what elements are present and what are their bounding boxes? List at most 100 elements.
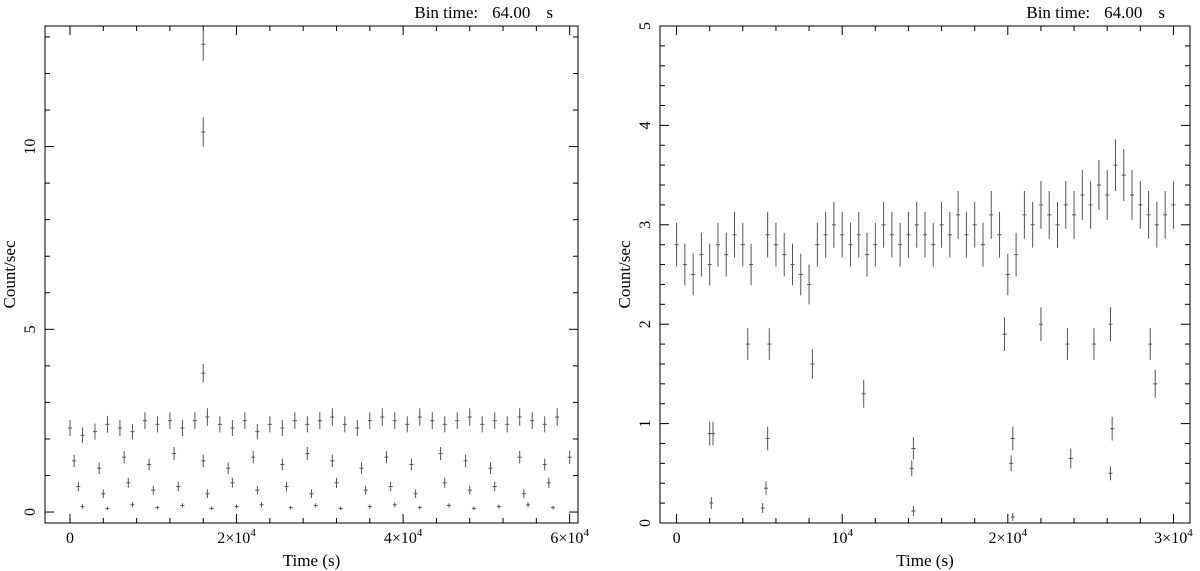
y-tick-label: 5: [22, 325, 39, 333]
data-point: [715, 222, 720, 267]
x-tick-base: 0: [66, 530, 74, 547]
data-point: [305, 446, 310, 461]
plot-frame: [659, 25, 1191, 524]
data-point: [463, 454, 468, 468]
series-1: [674, 139, 1176, 305]
data-point: [242, 412, 247, 430]
data-point: [234, 504, 239, 509]
data-point: [1038, 307, 1043, 342]
x-tick-label: 0: [673, 530, 681, 547]
data-point: [773, 222, 778, 267]
data-point: [442, 416, 447, 433]
y-axis-label: Count/sec: [0, 240, 19, 308]
data-point: [101, 489, 106, 499]
data-point: [1153, 369, 1158, 398]
data-point: [1068, 448, 1073, 469]
data-point: [330, 454, 335, 468]
y-tick-label: 5: [637, 22, 654, 30]
data-point: [192, 412, 197, 430]
data-point: [1072, 191, 1077, 239]
data-point: [413, 489, 418, 499]
data-point: [305, 416, 310, 433]
data-point: [280, 419, 285, 437]
x-tick-label: 4×104: [384, 527, 423, 547]
x-tick-base: 6×10: [550, 530, 583, 547]
series-1: [67, 408, 572, 464]
data-point: [1105, 170, 1110, 220]
x-tick-exponent: 4: [417, 527, 423, 539]
x-tick-exponent: 4: [1022, 527, 1028, 539]
data-point: [1108, 466, 1113, 481]
data-point: [707, 243, 712, 286]
data-point: [130, 502, 135, 508]
data-point: [1154, 201, 1159, 248]
data-point: [201, 454, 206, 468]
data-point: [909, 460, 914, 477]
data-point: [255, 423, 260, 440]
data-point: [313, 503, 318, 508]
data-point: [767, 328, 772, 360]
series-3: [707, 416, 1115, 469]
data-point: [567, 450, 572, 464]
data-point: [97, 462, 102, 475]
data-point: [906, 211, 911, 258]
data-point: [865, 232, 870, 277]
x-tick-label: 6×104: [550, 527, 589, 547]
bin-time-value: 64.00: [1104, 3, 1142, 22]
data-point: [815, 222, 820, 267]
x-tick-label: 104: [831, 527, 853, 547]
data-point: [1005, 253, 1010, 296]
data-point: [334, 477, 339, 488]
data-point: [1130, 170, 1135, 220]
data-point: [724, 232, 729, 277]
data-point: [546, 477, 551, 488]
panel-1: Bin time: 64.00 s0 2×104 4×104 6×1040510Time …: [0, 3, 589, 570]
bin-time-label-text: Bin time:: [1026, 3, 1090, 22]
x-tick-exponent: 4: [250, 527, 256, 539]
data-point: [338, 506, 343, 511]
data-point: [911, 506, 916, 517]
data-point: [1038, 181, 1043, 229]
data-point: [455, 412, 460, 430]
data-point: [151, 485, 156, 495]
data-point: [898, 222, 903, 267]
data-point: [417, 408, 422, 426]
data-point: [1163, 191, 1168, 239]
data-point: [740, 222, 745, 267]
data-point: [309, 489, 314, 499]
data-point: [105, 415, 110, 433]
data-point: [1047, 191, 1052, 239]
x-tick-label: 2×104: [217, 527, 256, 547]
data-point: [542, 458, 547, 471]
data-point: [284, 481, 289, 492]
data-point: [496, 504, 501, 509]
x-tick-label: 0: [66, 530, 74, 547]
data-point: [201, 364, 206, 383]
data-point: [1110, 416, 1115, 441]
data-point: [409, 458, 414, 471]
data-point: [471, 506, 476, 511]
data-point: [980, 222, 985, 267]
data-point: [117, 419, 122, 437]
data-point: [67, 419, 72, 437]
data-point: [467, 408, 472, 426]
data-point: [230, 477, 235, 488]
data-point: [355, 419, 360, 437]
data-point: [1010, 513, 1015, 522]
data-point: [92, 423, 97, 440]
bin-time-label: Bin time: 64.00 s: [1026, 3, 1165, 22]
data-point: [749, 243, 754, 286]
data-point: [964, 211, 969, 258]
data-point: [517, 451, 522, 464]
x-tick-base: 2×10: [989, 530, 1022, 547]
data-point: [881, 201, 886, 248]
x-tick-exponent: 4: [583, 527, 589, 539]
data-point: [172, 446, 177, 461]
data-point: [367, 412, 372, 430]
y-tick-label: 0: [22, 508, 39, 516]
data-point: [405, 416, 410, 433]
bin-time-unit: s: [1158, 3, 1165, 22]
data-point: [142, 412, 147, 430]
data-point: [76, 481, 81, 492]
